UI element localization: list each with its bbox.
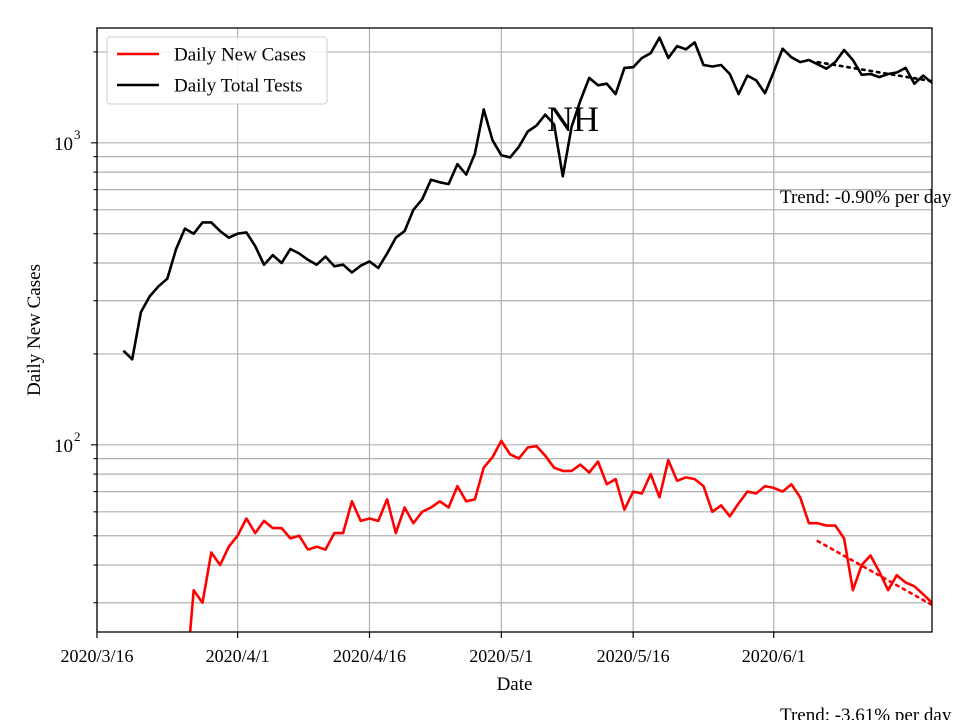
x-axis-label: Date bbox=[497, 674, 533, 695]
series-line-daily-total-tests bbox=[122, 36, 932, 361]
trend-lines bbox=[816, 60, 932, 607]
plot-frame bbox=[96, 27, 933, 633]
trend-label-0: Trend: -0.90% per day bbox=[780, 187, 952, 208]
x-axis-ticks: 2020/3/16 2020/4/1 2020/4/16 2020/5/1 2020/5… bbox=[60, 632, 806, 666]
legend: Daily New Cases Daily Total Tests bbox=[106, 36, 328, 105]
trend-label-1: Trend: -3.61% per day bbox=[780, 705, 952, 720]
trend-labels: Trend: -0.90% per day Trend: -3.61% per d… bbox=[780, 187, 952, 720]
y-tick-label: 10 bbox=[54, 436, 73, 457]
y-tick-exponent: 2 bbox=[74, 429, 81, 444]
legend-box bbox=[106, 36, 328, 105]
x-tick-label: 2020/4/16 bbox=[333, 646, 406, 666]
x-tick-label: 2020/5/1 bbox=[469, 646, 533, 666]
y-axis-label: Daily New Cases bbox=[24, 264, 45, 396]
x-tick-label: 2020/3/16 bbox=[60, 646, 133, 666]
trend-line-1 bbox=[816, 539, 932, 607]
series-line-daily-new-cases bbox=[188, 439, 932, 632]
legend-label: Daily New Cases bbox=[174, 45, 306, 66]
x-tick-label: 2020/4/1 bbox=[206, 646, 270, 666]
y-tick-exponent: 3 bbox=[74, 127, 81, 142]
grid-lines bbox=[96, 28, 932, 632]
series-lines bbox=[122, 36, 932, 632]
chart-title: NH bbox=[547, 99, 599, 139]
y-tick-label: 10 bbox=[54, 134, 73, 155]
trend-line-0 bbox=[816, 60, 932, 83]
legend-label: Daily Total Tests bbox=[174, 76, 303, 97]
x-tick-label: 2020/6/1 bbox=[742, 646, 806, 666]
x-tick-label: 2020/5/16 bbox=[597, 646, 670, 666]
